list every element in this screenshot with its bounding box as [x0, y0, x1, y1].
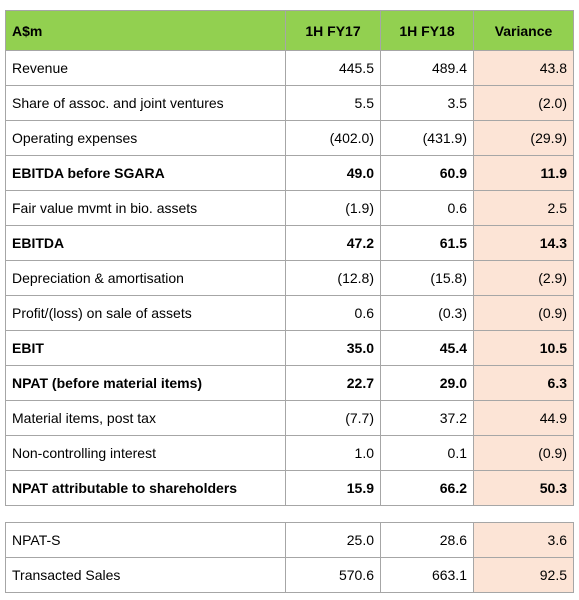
cell-value: 0.1 [380, 435, 474, 471]
row-label: NPAT-S [5, 522, 286, 558]
cell-value: (2.0) [473, 85, 574, 121]
cell-value: (2.9) [473, 260, 574, 296]
cell-value: 14.3 [473, 225, 574, 261]
cell-value: 663.1 [380, 557, 474, 593]
cell-value: 3.5 [380, 85, 474, 121]
header-cell: 1H FY17 [285, 10, 381, 51]
row: Fair value mvmt in bio. assets (1.9) 0.6 2.… [5, 190, 574, 226]
cell-value: 29.0 [380, 365, 474, 401]
row: Operating expenses (402.0) (431.9) (29.9) [5, 120, 574, 156]
cell-value: (0.3) [380, 295, 474, 331]
row-label: NPAT (before material items) [5, 365, 286, 401]
row-label: EBITDA [5, 225, 286, 261]
cell-value: (12.8) [285, 260, 381, 296]
cell-value: 11.9 [473, 155, 574, 191]
cell-value: 3.6 [473, 522, 574, 558]
summary-table: NPAT-S 25.0 28.6 3.6 Transacted Sales 570.6 66… [5, 522, 574, 593]
row-label: Profit/(loss) on sale of assets [5, 295, 286, 331]
cell-value: 22.7 [285, 365, 381, 401]
cell-value: 0.6 [285, 295, 381, 331]
row: EBITDA before SGARA 49.0 60.9 11.9 [5, 155, 574, 191]
row-label: Transacted Sales [5, 557, 286, 593]
row-label: Non-controlling interest [5, 435, 286, 471]
cell-value: (1.9) [285, 190, 381, 226]
header-cell: 1H FY18 [380, 10, 474, 51]
cell-value: 489.4 [380, 50, 474, 86]
row: NPAT attributable to shareholders 15.9 66.… [5, 470, 574, 506]
results-table: A$m 1H FY17 1H FY18 Variance Revenue 445.5 48… [5, 10, 574, 506]
cell-value: 43.8 [473, 50, 574, 86]
cell-value: 570.6 [285, 557, 381, 593]
row: Non-controlling interest 1.0 0.1 (0.9) [5, 435, 574, 471]
cell-value: (402.0) [285, 120, 381, 156]
row: Share of assoc. and joint ventures 5.5 3.5… [5, 85, 574, 121]
cell-value: 60.9 [380, 155, 474, 191]
cell-value: 10.5 [473, 330, 574, 366]
cell-value: 35.0 [285, 330, 381, 366]
cell-value: (0.9) [473, 295, 574, 331]
row-label: EBIT [5, 330, 286, 366]
row: Revenue 445.5 489.4 43.8 [5, 50, 574, 86]
row: Profit/(loss) on sale of assets 0.6 (0.3)(… [5, 295, 574, 331]
row: EBIT 35.0 45.4 10.5 [5, 330, 574, 366]
row: NPAT (before material items) 22.7 29.0 6.3 [5, 365, 574, 401]
cell-value: 0.6 [380, 190, 474, 226]
cell-value: 1.0 [285, 435, 381, 471]
cell-value: 45.4 [380, 330, 474, 366]
row-label: Material items, post tax [5, 400, 286, 436]
cell-value: 92.5 [473, 557, 574, 593]
cell-value: 50.3 [473, 470, 574, 506]
cell-value: 5.5 [285, 85, 381, 121]
row-label: Depreciation & amortisation [5, 260, 286, 296]
cell-value: 2.5 [473, 190, 574, 226]
row-label: Operating expenses [5, 120, 286, 156]
cell-value: 44.9 [473, 400, 574, 436]
row-label: Fair value mvmt in bio. assets [5, 190, 286, 226]
cell-value: 66.2 [380, 470, 474, 506]
row: EBITDA 47.2 61.5 14.3 [5, 225, 574, 261]
row: Transacted Sales 570.6 663.1 92.5 [5, 557, 574, 593]
cell-value: 49.0 [285, 155, 381, 191]
cell-value: 6.3 [473, 365, 574, 401]
row: Material items, post tax (7.7) 37.2 44.9 [5, 400, 574, 436]
header-row: A$m 1H FY17 1H FY18 Variance [5, 10, 574, 51]
cell-value: 61.5 [380, 225, 474, 261]
row-label: EBITDA before SGARA [5, 155, 286, 191]
cell-value: (15.8) [380, 260, 474, 296]
cell-value: 15.9 [285, 470, 381, 506]
cell-value: (29.9) [473, 120, 574, 156]
row: NPAT-S 25.0 28.6 3.6 [5, 522, 574, 558]
cell-value: 25.0 [285, 522, 381, 558]
cell-value: 37.2 [380, 400, 474, 436]
cell-value: (431.9) [380, 120, 474, 156]
row: Depreciation & amortisation (12.8) (15.8)(… [5, 260, 574, 296]
header-cell: A$m [5, 10, 286, 51]
row-label: Revenue [5, 50, 286, 86]
row-label: NPAT attributable to shareholders [5, 470, 286, 506]
row-label: Share of assoc. and joint ventures [5, 85, 286, 121]
header-cell: Variance [473, 10, 574, 51]
cell-value: (0.9) [473, 435, 574, 471]
cell-value: 445.5 [285, 50, 381, 86]
cell-value: 47.2 [285, 225, 381, 261]
cell-value: (7.7) [285, 400, 381, 436]
cell-value: 28.6 [380, 522, 474, 558]
